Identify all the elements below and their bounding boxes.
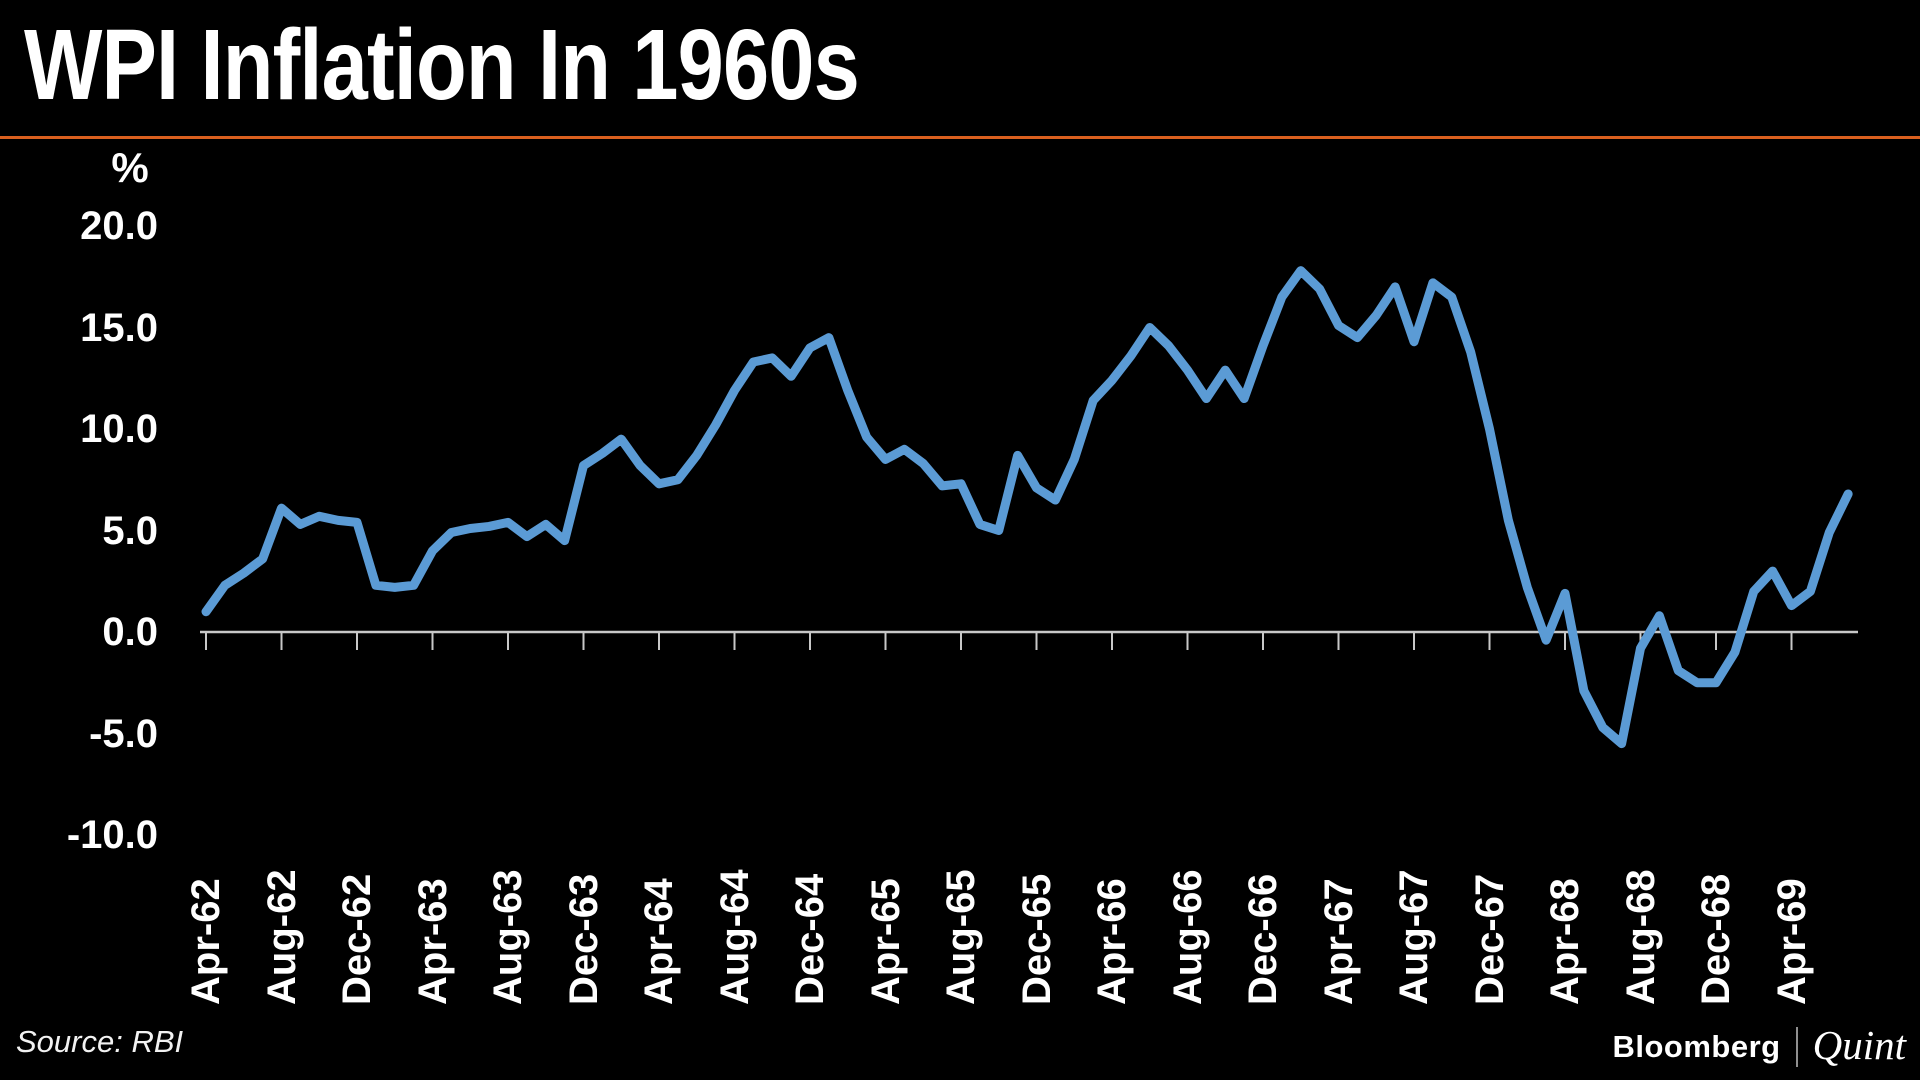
wpi-inflation-series-line bbox=[201, 266, 1853, 749]
y-axis-unit-label: % bbox=[111, 144, 149, 191]
x-axis-tick-label: Apr-67 bbox=[1316, 878, 1361, 1005]
x-axis-tick-label: Apr-65 bbox=[863, 878, 908, 1005]
x-axis-tick-label: Aug-65 bbox=[939, 869, 983, 1005]
source-note: Source: RBI bbox=[16, 1024, 184, 1059]
x-axis-tick-label: Aug-64 bbox=[712, 869, 757, 1005]
y-axis-tick-label: 5.0 bbox=[102, 508, 158, 553]
x-axis-tick-label: Aug-62 bbox=[259, 869, 304, 1005]
x-axis-tick-label: Aug-66 bbox=[1165, 869, 1210, 1005]
y-axis-tick-label: 10.0 bbox=[80, 407, 158, 451]
chart-title: WPI Inflation In 1960s bbox=[24, 9, 860, 121]
x-axis-tick-label: Dec-62 bbox=[335, 873, 379, 1005]
x-axis-tick-label: Aug-67 bbox=[1392, 869, 1436, 1005]
bloomberg-logo: Bloomberg bbox=[1612, 1029, 1781, 1064]
x-axis-tick-label: Apr-64 bbox=[637, 878, 681, 1005]
title-accent-rule bbox=[0, 136, 1920, 139]
brand-divider bbox=[1795, 1027, 1798, 1067]
x-axis-tick-label: Dec-67 bbox=[1467, 873, 1512, 1005]
x-axis-tick-label: Dec-63 bbox=[561, 873, 606, 1005]
brand-logo: Bloomberg Quint bbox=[1612, 1022, 1906, 1070]
x-axis-tick-label: Aug-63 bbox=[486, 869, 530, 1005]
x-axis-tick-label: Apr-66 bbox=[1090, 878, 1134, 1005]
x-axis-tick-label: Dec-64 bbox=[788, 873, 832, 1005]
x-axis-tick-label: Apr-69 bbox=[1769, 878, 1814, 1005]
x-axis-tick-label: Aug-68 bbox=[1618, 869, 1663, 1005]
x-axis-tick-label: Dec-65 bbox=[1014, 873, 1059, 1005]
y-axis-tick-label: -10.0 bbox=[66, 813, 158, 857]
x-axis-tick-label: Dec-68 bbox=[1694, 873, 1738, 1005]
x-axis-tick-label: Apr-68 bbox=[1543, 878, 1587, 1005]
quint-logo: Quint bbox=[1812, 1022, 1906, 1068]
x-axis-tick-label: Dec-66 bbox=[1241, 873, 1285, 1005]
y-axis-tick-label: -5.0 bbox=[89, 711, 158, 756]
x-axis-tick-label: Apr-63 bbox=[410, 878, 455, 1005]
y-axis-tick-label: 20.0 bbox=[80, 204, 158, 248]
y-axis-tick-label: 0.0 bbox=[102, 610, 158, 654]
x-axis-tick-label: Apr-62 bbox=[184, 878, 228, 1005]
y-axis-tick-label: 15.0 bbox=[80, 305, 158, 350]
